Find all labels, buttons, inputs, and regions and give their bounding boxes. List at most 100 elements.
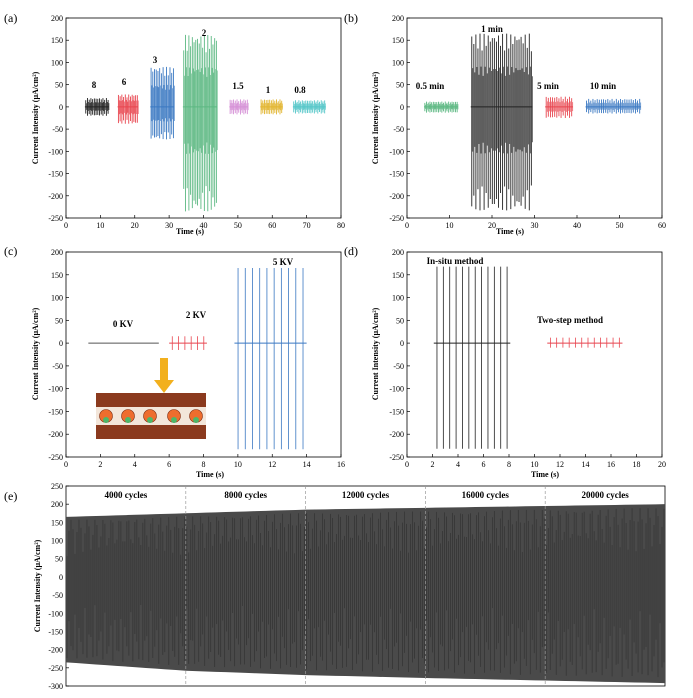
x-tick-label: 12 bbox=[268, 460, 276, 469]
series-3 bbox=[150, 66, 175, 140]
panel-a: (a) Time (s) Current Intensity (μA/cm²) … bbox=[4, 11, 345, 236]
panel-b: (b) Time (s) Current Intensity (μA/cm²) … bbox=[344, 11, 666, 236]
trace-label: 5 KV bbox=[273, 257, 294, 267]
y-tick-label: -250 bbox=[48, 664, 63, 673]
ticks-c: -250 -200 -150 -100 -50 0 50 100 150 200 0 2 4 6 8 10 12… bbox=[48, 248, 345, 469]
series-two-step-method bbox=[547, 337, 623, 348]
section-label: 8000 cycles bbox=[224, 490, 267, 500]
x-tick-label: 30 bbox=[165, 221, 173, 230]
x-tick-label: 20 bbox=[658, 460, 666, 469]
trace-label: 1 min bbox=[481, 24, 503, 34]
y-tick-label: 150 bbox=[392, 271, 404, 280]
panel-label-c: (c) bbox=[4, 244, 17, 258]
trace-label: 8 bbox=[92, 80, 97, 90]
y-axis-label-e: Current Intensity (μA/cm²) bbox=[33, 539, 42, 632]
trace-label: 0.8 bbox=[294, 85, 306, 95]
y-tick-label: 100 bbox=[51, 537, 63, 546]
panel-d: (d) Time (s) Current Intensity (μA/cm²) … bbox=[344, 244, 666, 479]
particle-core bbox=[171, 417, 177, 423]
y-tick-label: -100 bbox=[48, 147, 63, 156]
x-tick-label: 0 bbox=[405, 460, 409, 469]
section-label: 4000 cycles bbox=[105, 490, 148, 500]
x-tick-label: 30 bbox=[531, 221, 539, 230]
panel-label-d: (d) bbox=[344, 244, 358, 258]
plot-frame-b bbox=[406, 17, 663, 219]
trace-label: In-situ method bbox=[427, 256, 484, 266]
x-tick-label: 8 bbox=[507, 460, 511, 469]
series-2-kv bbox=[169, 336, 207, 350]
device-schematic bbox=[96, 358, 206, 439]
y-tick-label: -150 bbox=[48, 170, 63, 179]
x-tick-label: 16 bbox=[607, 460, 615, 469]
x-tick-label: 10 bbox=[446, 221, 454, 230]
y-axis-label-d: Current Intensity (μA/cm²) bbox=[371, 307, 380, 400]
x-tick-label: 40 bbox=[200, 221, 208, 230]
trace-labels-b: 0.5 min 1 min 5 min 10 min bbox=[416, 24, 616, 91]
y-tick-label: -50 bbox=[52, 591, 63, 600]
y-tick-label: 50 bbox=[55, 555, 63, 564]
series-6 bbox=[117, 94, 139, 124]
x-tick-label: 20 bbox=[131, 221, 139, 230]
y-tick-label: -100 bbox=[48, 609, 63, 618]
y-tick-label: -50 bbox=[52, 362, 63, 371]
section-label: 20000 cycles bbox=[581, 490, 629, 500]
y-tick-label: -250 bbox=[48, 453, 63, 462]
ticks-d: -250 -200 -150 -100 -50 0 50 100 150 200 0 2 4 6 8 10 12… bbox=[389, 248, 666, 469]
traces-e bbox=[66, 504, 665, 684]
y-tick-label: 50 bbox=[55, 316, 63, 325]
traces-d bbox=[433, 266, 623, 449]
x-tick-label: 0 bbox=[64, 221, 68, 230]
y-tick-label: -200 bbox=[48, 192, 63, 201]
y-tick-label: 0 bbox=[59, 103, 63, 112]
x-tick-label: 10 bbox=[234, 460, 242, 469]
series-2 bbox=[182, 34, 218, 212]
series-5-kv bbox=[234, 267, 307, 450]
series-5-min bbox=[545, 96, 574, 118]
trace-label: 1.5 bbox=[232, 81, 244, 91]
traces-c bbox=[88, 267, 307, 450]
y-tick-label: -250 bbox=[48, 214, 63, 223]
traces-a bbox=[84, 34, 326, 212]
series-0.8 bbox=[292, 100, 326, 114]
x-axis-label-a: Time (s) bbox=[176, 227, 204, 236]
trace-label: 1 bbox=[266, 85, 271, 95]
y-axis-label-c: Current Intensity (μA/cm²) bbox=[31, 307, 40, 400]
x-tick-label: 10 bbox=[96, 221, 104, 230]
y-tick-label: 50 bbox=[396, 81, 404, 90]
trace-labels-a: 8 6 3 2 1.5 1 0.8 bbox=[92, 28, 306, 95]
series-10-min bbox=[585, 98, 642, 114]
y-tick-label: 100 bbox=[51, 294, 63, 303]
y-tick-label: -100 bbox=[48, 385, 63, 394]
y-tick-label: 0 bbox=[400, 103, 404, 112]
y-tick-label: 150 bbox=[51, 36, 63, 45]
x-tick-label: 70 bbox=[303, 221, 311, 230]
series-8 bbox=[84, 98, 110, 116]
y-tick-label: -200 bbox=[48, 430, 63, 439]
y-tick-label: 0 bbox=[59, 339, 63, 348]
x-tick-label: 10 bbox=[531, 460, 539, 469]
cycle-envelope bbox=[66, 504, 665, 684]
x-tick-label: 14 bbox=[582, 460, 590, 469]
x-tick-label: 6 bbox=[482, 460, 486, 469]
series-1-min bbox=[470, 33, 533, 211]
ticks-e: -300 -250 -200 -150 -100 -50 0 50 100 150 200 250 bbox=[48, 482, 69, 691]
trace-label: 10 min bbox=[590, 81, 616, 91]
series-1 bbox=[260, 99, 283, 115]
y-tick-label: 0 bbox=[400, 339, 404, 348]
x-axis-label-d: Time (s) bbox=[531, 470, 559, 479]
x-axis-label-b: Time (s) bbox=[496, 227, 524, 236]
y-tick-label: 200 bbox=[51, 248, 63, 257]
x-tick-label: 14 bbox=[303, 460, 311, 469]
trace-labels-d: In-situ method Two-step method bbox=[427, 256, 603, 325]
y-tick-label: 50 bbox=[55, 81, 63, 90]
series-in-situ-method bbox=[433, 266, 511, 449]
trace-label: 2 bbox=[202, 28, 207, 38]
y-tick-label: -50 bbox=[52, 125, 63, 134]
x-tick-label: 4 bbox=[456, 460, 460, 469]
x-tick-label: 2 bbox=[431, 460, 435, 469]
y-tick-label: 100 bbox=[392, 294, 404, 303]
y-tick-label: 200 bbox=[51, 14, 63, 23]
y-tick-label: -150 bbox=[48, 407, 63, 416]
